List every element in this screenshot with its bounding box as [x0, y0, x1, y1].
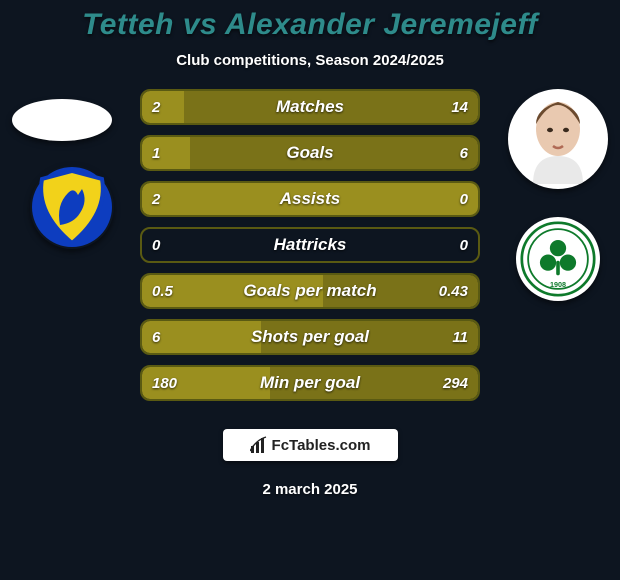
face-placeholder-icon — [523, 94, 593, 184]
date-label: 2 march 2025 — [0, 481, 620, 498]
stat-label: Shots per goal — [142, 321, 478, 353]
stat-label: Assists — [142, 183, 478, 215]
player-right-avatar — [508, 89, 608, 189]
stat-label: Matches — [142, 91, 478, 123]
stat-label: Min per goal — [142, 367, 478, 399]
stat-label: Goals per match — [142, 275, 478, 307]
stat-row: 0.50.43Goals per match — [140, 273, 480, 309]
stat-label: Goals — [142, 137, 478, 169]
source-label: FcTables.com — [272, 437, 371, 454]
stat-row: 611Shots per goal — [140, 319, 480, 355]
stat-row: 180294Min per goal — [140, 365, 480, 401]
shield-icon — [30, 165, 114, 249]
subtitle: Club competitions, Season 2024/2025 — [0, 52, 620, 69]
comparison-stage: 1908 214Matches 16Goals 20Assists 00Hattric… — [0, 89, 620, 411]
title-right-name: Alexander Jeremejeff — [225, 8, 538, 41]
stat-label: Hattricks — [142, 229, 478, 261]
player-left-avatar — [12, 99, 112, 141]
stat-row: 16Goals — [140, 135, 480, 171]
club-left-crest — [30, 165, 114, 249]
stat-row: 00Hattricks — [140, 227, 480, 263]
source-badge[interactable]: FcTables.com — [223, 429, 398, 461]
stat-rows: 214Matches 16Goals 20Assists 00Hattricks 0.5… — [140, 89, 480, 411]
title-vs: vs — [183, 8, 217, 41]
stat-row: 214Matches — [140, 89, 480, 125]
club-right-year: 1908 — [550, 280, 566, 289]
bar-chart-icon — [250, 436, 268, 454]
title-left-name: Tetteh — [82, 8, 174, 41]
page-title: Tetteh vs Alexander Jeremejeff — [0, 0, 620, 42]
club-right-crest: 1908 — [516, 217, 600, 301]
stat-row: 20Assists — [140, 181, 480, 217]
clover-icon: 1908 — [520, 221, 596, 297]
